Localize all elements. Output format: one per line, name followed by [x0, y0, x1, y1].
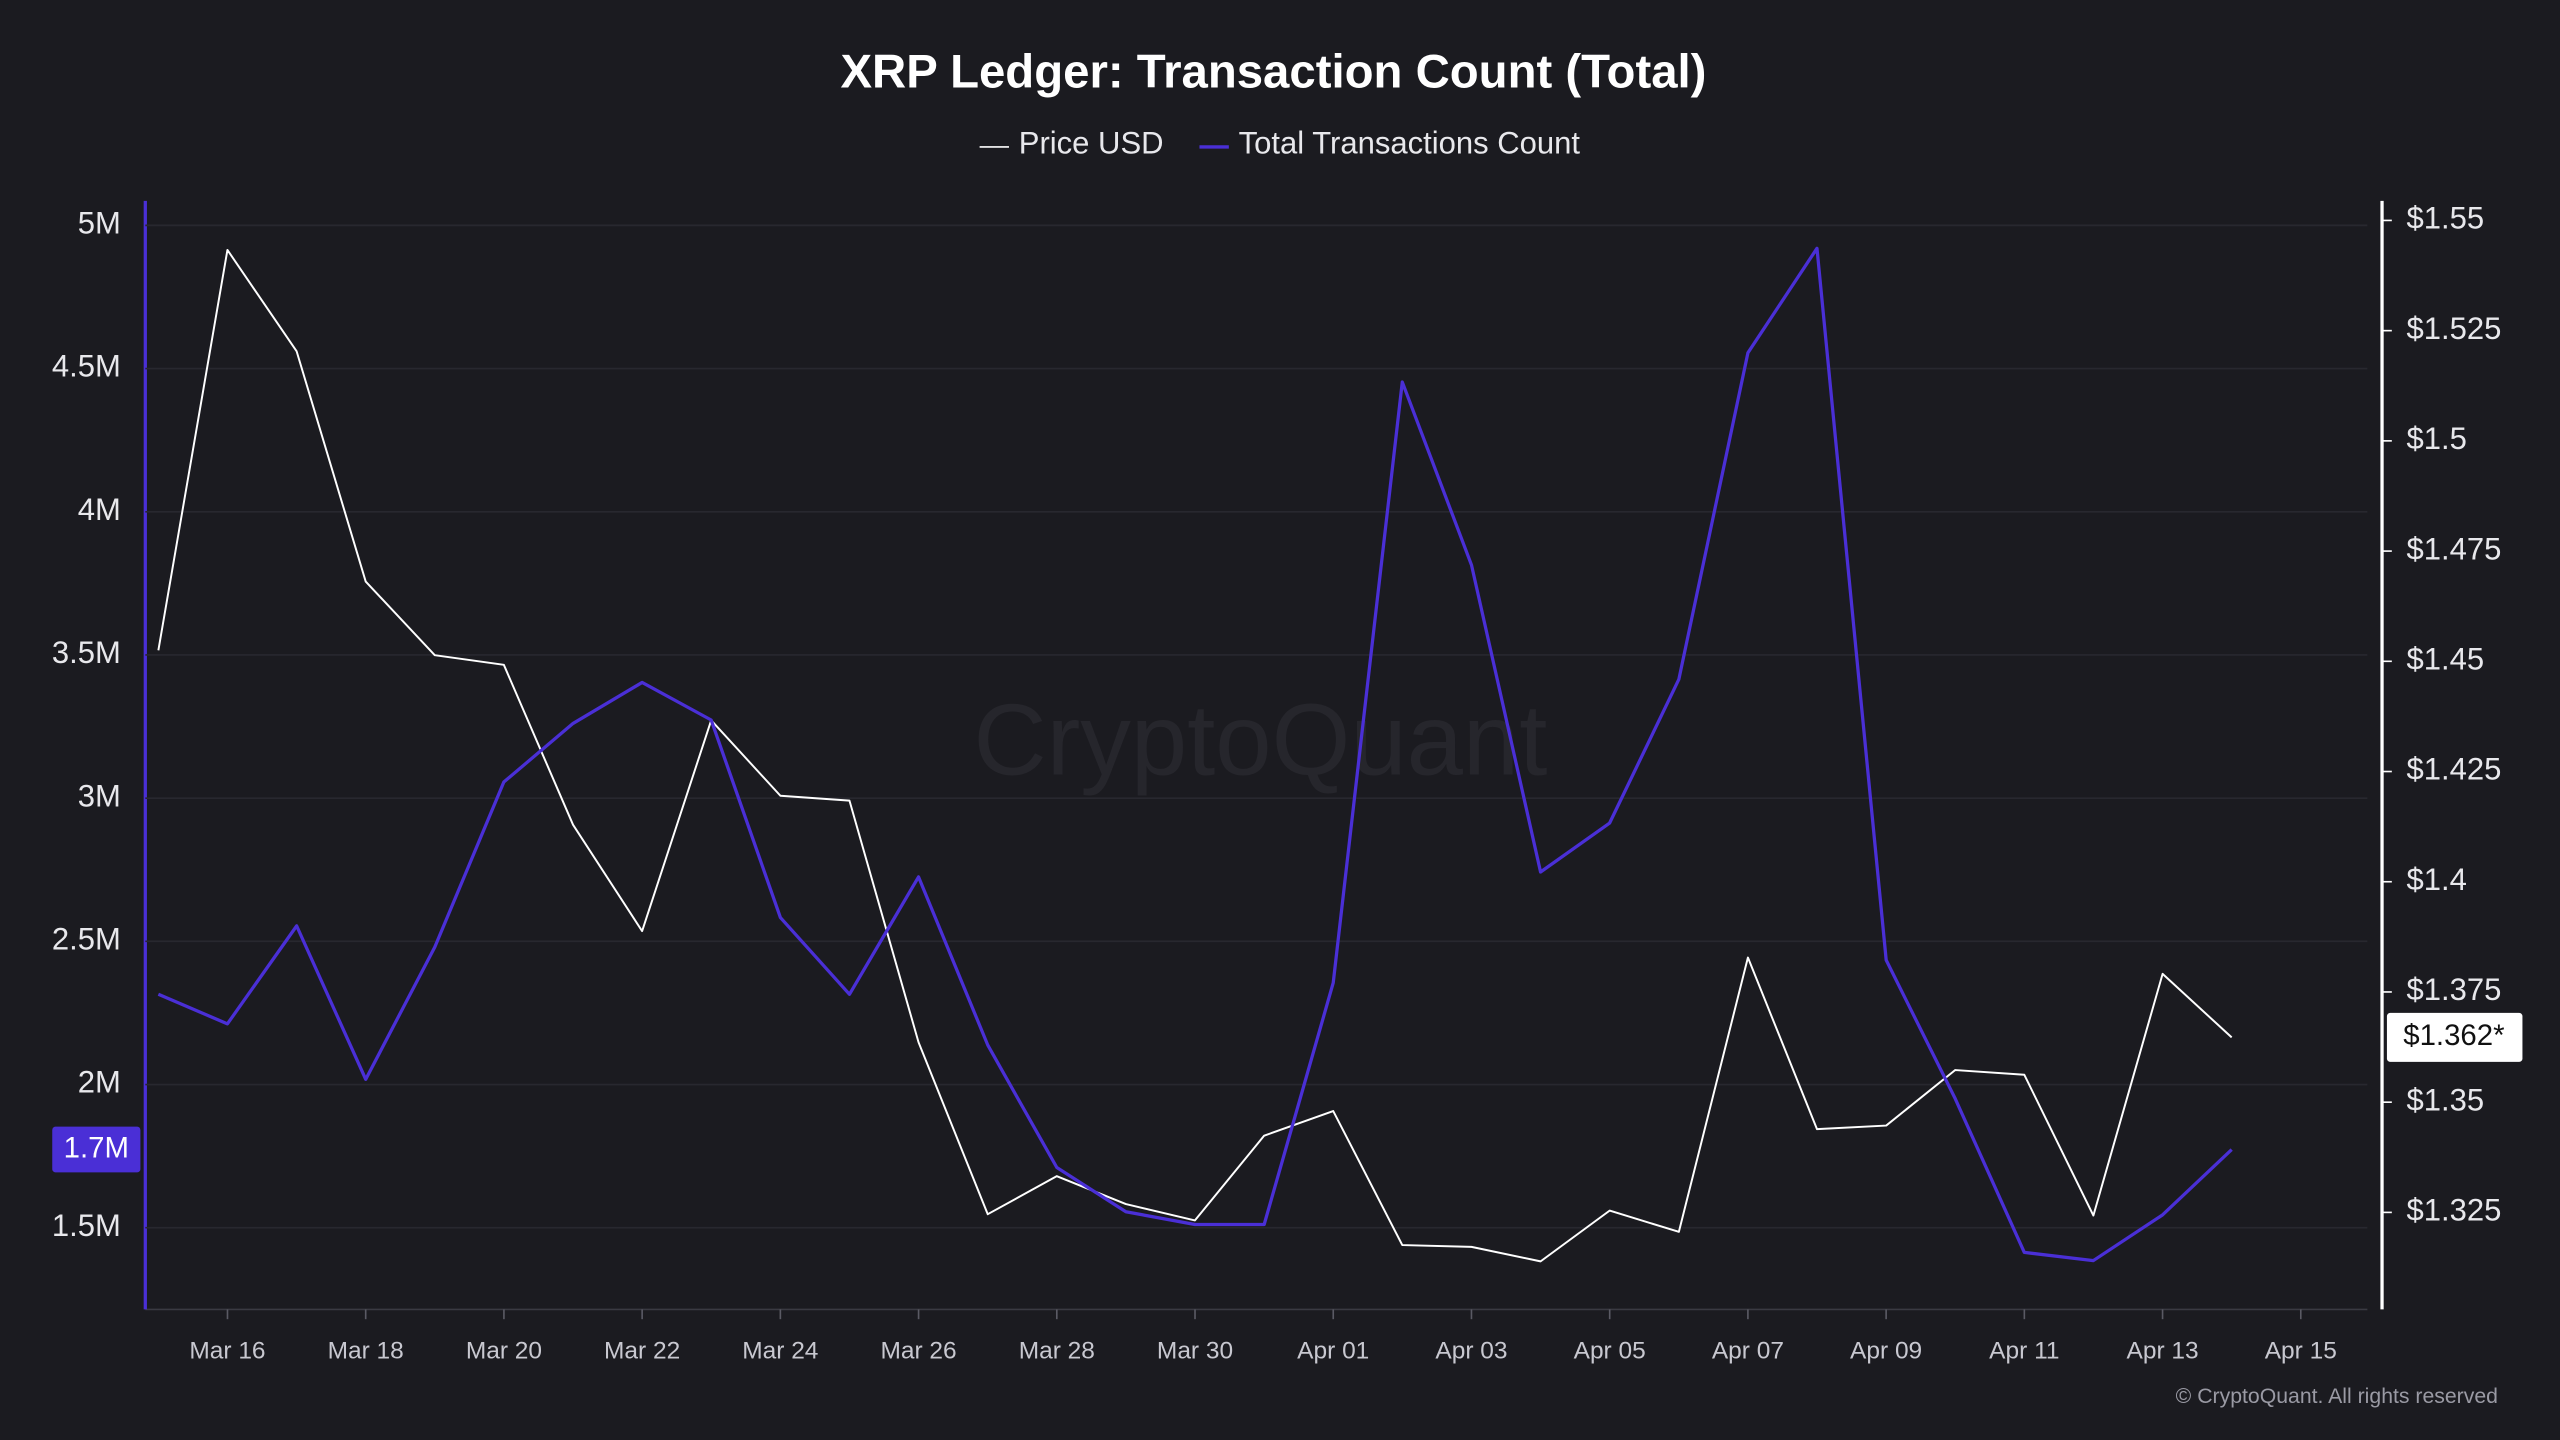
y-tick-label: 5M [78, 206, 121, 241]
x-tick-label: Mar 28 [1019, 1337, 1095, 1364]
y2-tick-label: $1.4 [2407, 862, 2467, 897]
chart-title: XRP Ledger: Transaction Count (Total) [840, 46, 1706, 99]
x-tick-label: Mar 30 [1157, 1337, 1233, 1364]
x-tick-label: Mar 26 [881, 1337, 957, 1364]
y-tick-label: 4M [78, 492, 121, 527]
value-badge-label: $1.362* [2403, 1019, 2504, 1052]
series-line [157, 246, 2233, 1263]
series-line [157, 248, 2233, 1263]
x-tick-label: Apr 15 [2265, 1337, 2337, 1364]
footer: © CryptoQuant. All rights reserved [2176, 1385, 2498, 1408]
y-tick-label: 2.5M [52, 922, 121, 957]
x-tick-label: Apr 13 [2127, 1337, 2199, 1364]
x-tick-label: Mar 18 [328, 1337, 404, 1364]
y2-tick-label: $1.45 [2407, 641, 2485, 676]
x-tick-label: Mar 24 [742, 1337, 818, 1364]
watermark: CryptoQuant [973, 683, 1547, 796]
y2-tick-label: $1.375 [2407, 972, 2502, 1007]
y2-tick-label: $1.5 [2407, 421, 2467, 456]
value-badge [2386, 1012, 2523, 1062]
y-tick-label: 3.5M [52, 635, 121, 670]
value-badge-label: 1.7M [64, 1131, 129, 1164]
value-badge [52, 1126, 141, 1173]
x-tick-label: Apr 05 [1574, 1337, 1646, 1364]
x-tick-label: Apr 11 [1989, 1337, 2059, 1364]
x-tick-label: Mar 22 [604, 1337, 680, 1364]
y2-tick-label: $1.475 [2407, 531, 2502, 566]
x-tick-label: Mar 16 [189, 1337, 265, 1364]
x-tick-label: Apr 03 [1435, 1337, 1507, 1364]
x-tick-label: Mar 20 [466, 1337, 542, 1364]
y2-tick-label: $1.525 [2407, 311, 2502, 346]
x-tick-label: Apr 09 [1850, 1337, 1922, 1364]
y-tick-label: 1.5M [52, 1208, 121, 1243]
x-tick-label: Apr 01 [1297, 1337, 1369, 1364]
legend-label: Total Transactions Count [1239, 125, 1581, 160]
legend-label: Price USD [1019, 125, 1164, 160]
y2-tick-label: $1.325 [2407, 1193, 2502, 1228]
x-tick-label: Apr 07 [1712, 1337, 1784, 1364]
y2-tick-label: $1.35 [2407, 1082, 2485, 1117]
y-tick-label: 3M [78, 778, 121, 813]
y2-tick-label: $1.425 [2407, 752, 2502, 787]
y-tick-label: 4.5M [52, 349, 121, 384]
y2-tick-label: $1.55 [2407, 201, 2485, 236]
y-tick-label: 2M [78, 1065, 121, 1100]
